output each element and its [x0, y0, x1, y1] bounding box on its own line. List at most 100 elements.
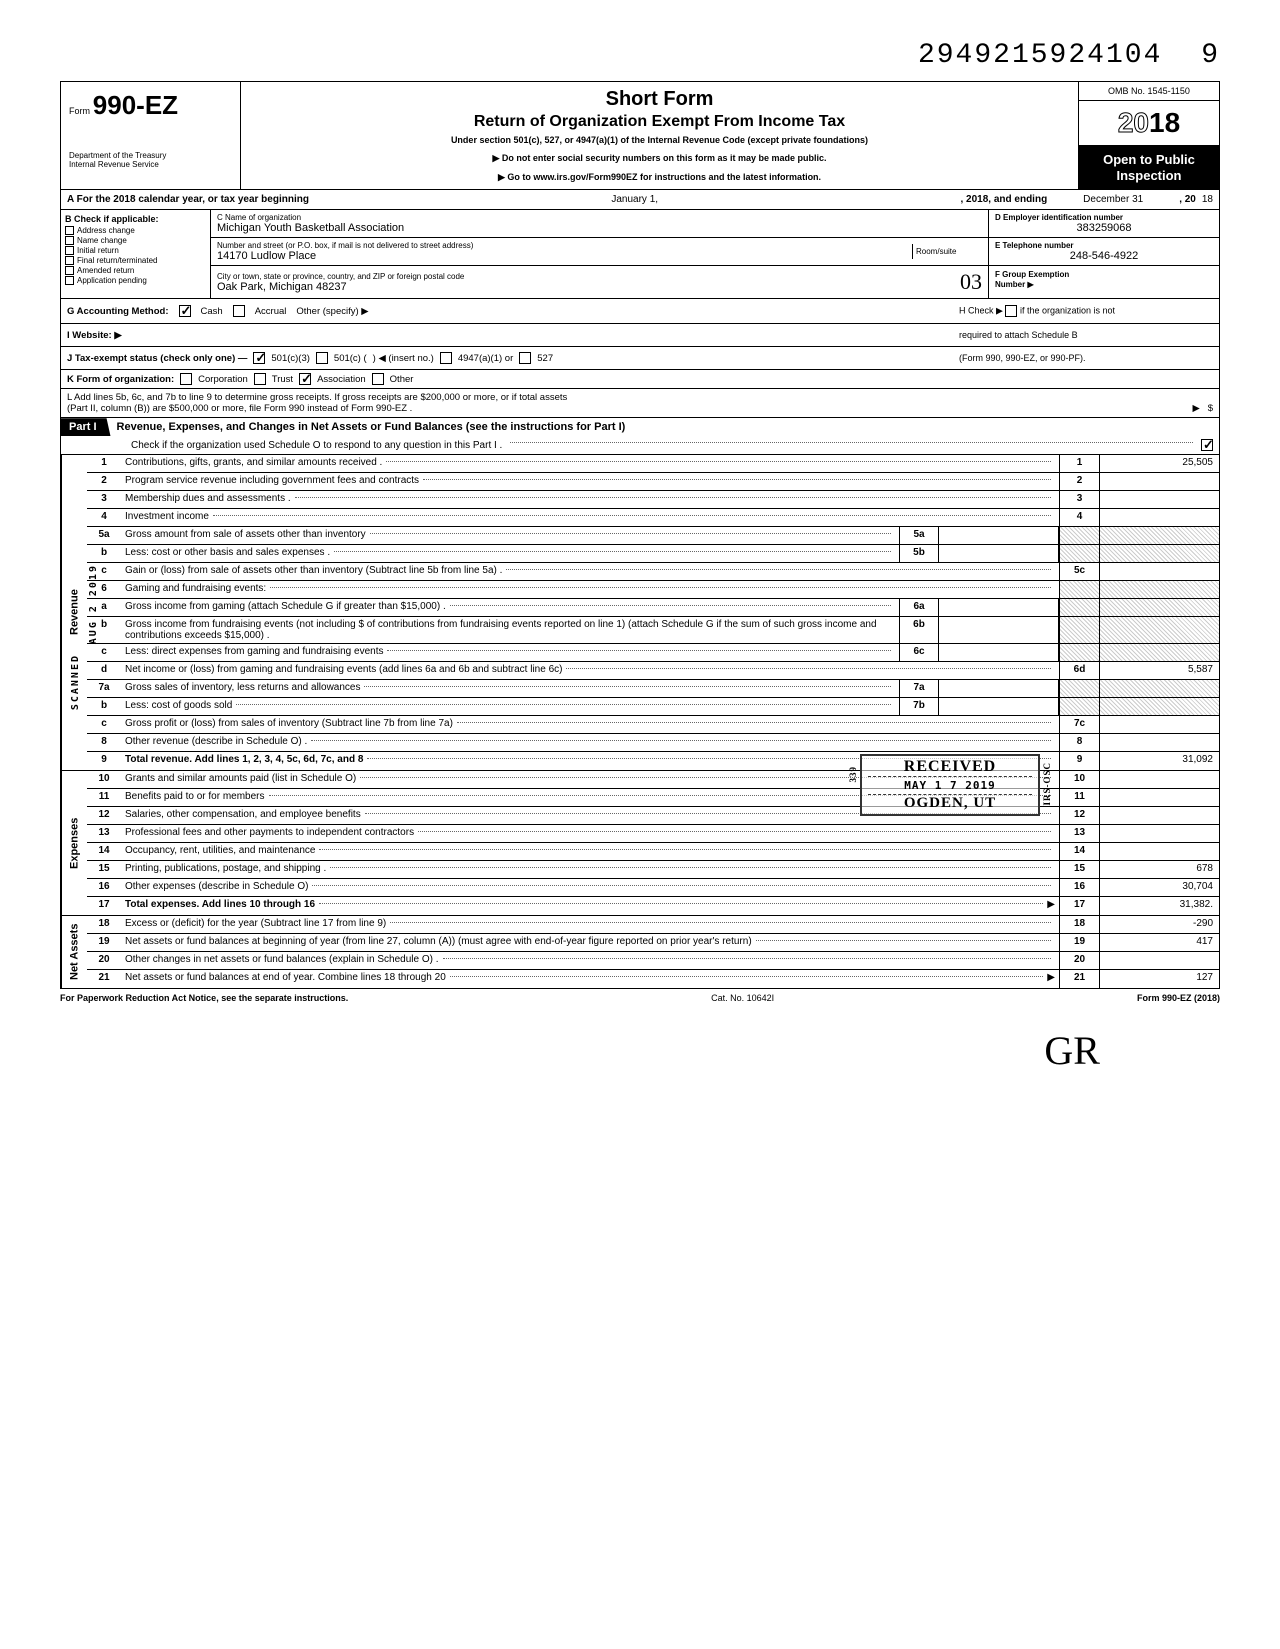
line-description: Printing, publications, postage, and shi… — [121, 861, 1059, 878]
line-number: 19 — [87, 934, 121, 951]
end-line-value[interactable] — [1099, 807, 1219, 824]
end-line-value[interactable] — [1099, 789, 1219, 806]
trust-checkbox[interactable] — [254, 373, 266, 385]
mid-line-value[interactable] — [939, 698, 1059, 715]
mid-line-value[interactable] — [939, 527, 1059, 544]
line-number: 1 — [87, 455, 121, 472]
end-line-value[interactable]: 30,704 — [1099, 879, 1219, 896]
line-number: 21 — [87, 970, 121, 988]
mid-line-value[interactable] — [939, 599, 1059, 616]
corporation-checkbox[interactable] — [180, 373, 192, 385]
end-line-value[interactable]: -290 — [1099, 916, 1219, 933]
end-line-value[interactable] — [1099, 563, 1219, 580]
end-line-box: 21 — [1059, 970, 1099, 988]
line-number: 17 — [87, 897, 121, 915]
table-row: 16Other expenses (describe in Schedule O… — [87, 879, 1219, 897]
table-row: bGross income from fundraising events (n… — [87, 617, 1219, 644]
end-line-value[interactable] — [1099, 952, 1219, 969]
cash-checkbox[interactable] — [179, 305, 191, 317]
form-header: Form 990-EZ Department of the Treasury I… — [60, 81, 1220, 189]
ein-value[interactable]: 383259068 — [995, 222, 1213, 234]
shaded-cell — [1059, 527, 1099, 544]
line-l-text1: L Add lines 5b, 6c, and 7b to line 9 to … — [67, 392, 1213, 403]
line-description: Gaming and fundraising events: — [121, 581, 1059, 598]
year-outline: 20 — [1118, 107, 1149, 138]
part-1-sub: Check if the organization used Schedule … — [60, 436, 1220, 454]
line-a-end-year[interactable]: 18 — [1202, 194, 1213, 205]
checkbox-icon[interactable] — [65, 226, 74, 235]
city-value[interactable]: Oak Park, Michigan 48237 — [217, 281, 960, 293]
checkbox-icon[interactable] — [65, 256, 74, 265]
end-line-value[interactable]: 31,092 — [1099, 752, 1219, 770]
end-line-value[interactable] — [1099, 716, 1219, 733]
tax-year: 2018 — [1079, 101, 1219, 146]
shaded-cell — [1099, 698, 1219, 715]
year-box: OMB No. 1545-1150 2018 Open to Public In… — [1079, 82, 1219, 189]
received-stamp: RECEIVED MAY 1 7 2019 OGDEN, UT 339 IRS-… — [860, 754, 1040, 816]
insert-no-label: ) ◀ (insert no.) — [373, 353, 434, 364]
527-checkbox[interactable] — [519, 352, 531, 364]
mid-line-value[interactable] — [939, 617, 1059, 643]
option-label: Application pending — [77, 276, 147, 285]
accrual-checkbox[interactable] — [233, 305, 245, 317]
telephone-value[interactable]: 248-546-4922 — [995, 250, 1213, 262]
schedule-o-checkbox[interactable] — [1201, 439, 1213, 451]
inspection-line-1: Open to Public — [1083, 152, 1215, 168]
end-line-value[interactable] — [1099, 473, 1219, 490]
other-org-checkbox[interactable] — [372, 373, 384, 385]
form-id-box: Form 990-EZ Department of the Treasury I… — [61, 82, 241, 189]
line-number: 9 — [87, 752, 121, 770]
end-line-value[interactable] — [1099, 509, 1219, 526]
line-description: Gross sales of inventory, less returns a… — [121, 680, 899, 697]
mid-line-value[interactable] — [939, 545, 1059, 562]
checkbox-icon[interactable] — [65, 266, 74, 275]
end-line-value[interactable]: 678 — [1099, 861, 1219, 878]
line-number: b — [87, 545, 121, 562]
checkbox-icon[interactable] — [65, 276, 74, 285]
received-location: OGDEN, UT — [868, 795, 1032, 812]
end-line-value[interactable] — [1099, 771, 1219, 788]
line-description: Net assets or fund balances at end of ye… — [121, 970, 1059, 988]
association-checkbox[interactable] — [299, 373, 311, 385]
street-value[interactable]: 14170 Ludlow Place — [217, 250, 912, 262]
city-label: City or town, state or province, country… — [217, 272, 960, 281]
line-number: 2 — [87, 473, 121, 490]
line-a-end-month[interactable]: December 31 — [1053, 194, 1173, 205]
end-line-value[interactable] — [1099, 734, 1219, 751]
checkbox-icon[interactable] — [65, 246, 74, 255]
mid-line-value[interactable] — [939, 644, 1059, 661]
end-line-value[interactable]: 5,587 — [1099, 662, 1219, 679]
501c3-checkbox[interactable] — [253, 352, 265, 364]
501c-checkbox[interactable] — [316, 352, 328, 364]
option-label: Final return/terminated — [77, 256, 157, 265]
schedule-b-checkbox[interactable] — [1005, 305, 1017, 317]
table-row: bLess: cost or other basis and sales exp… — [87, 545, 1219, 563]
table-row: 18Excess or (deficit) for the year (Subt… — [87, 916, 1219, 934]
end-line-box: 20 — [1059, 952, 1099, 969]
end-line-value[interactable] — [1099, 843, 1219, 860]
checkbox-icon[interactable] — [65, 236, 74, 245]
col-b-option: Name change — [65, 236, 206, 245]
end-line-value[interactable]: 417 — [1099, 934, 1219, 951]
end-line-value[interactable] — [1099, 491, 1219, 508]
signature: GR — [60, 1027, 1220, 1074]
mid-line-value[interactable] — [939, 680, 1059, 697]
line-description: Total expenses. Add lines 10 through 16▶ — [121, 897, 1059, 915]
end-line-value[interactable]: 25,505 — [1099, 455, 1219, 472]
street-label: Number and street (or P.O. box, if mail … — [217, 241, 912, 250]
end-line-value[interactable] — [1099, 825, 1219, 842]
inspection-badge: Open to Public Inspection — [1079, 146, 1219, 189]
col-b-option: Final return/terminated — [65, 256, 206, 265]
revenue-table: Revenue 1Contributions, gifts, grants, a… — [60, 454, 1220, 771]
footer-catno: Cat. No. 10642I — [711, 993, 774, 1003]
org-name-value[interactable]: Michigan Youth Basketball Association — [217, 222, 982, 234]
org-name-label: C Name of organization — [217, 213, 982, 222]
end-line-value[interactable]: 31,382. — [1099, 897, 1219, 915]
part-1-sub-text: Check if the organization used Schedule … — [131, 440, 502, 451]
4947-checkbox[interactable] — [440, 352, 452, 364]
col-b-option: Address change — [65, 226, 206, 235]
end-line-value[interactable]: 127 — [1099, 970, 1219, 988]
room-suite-box[interactable]: Room/suite — [912, 244, 982, 259]
line-a-begin[interactable]: January 1, — [315, 194, 955, 205]
501c-label: 501(c) ( — [334, 353, 367, 364]
